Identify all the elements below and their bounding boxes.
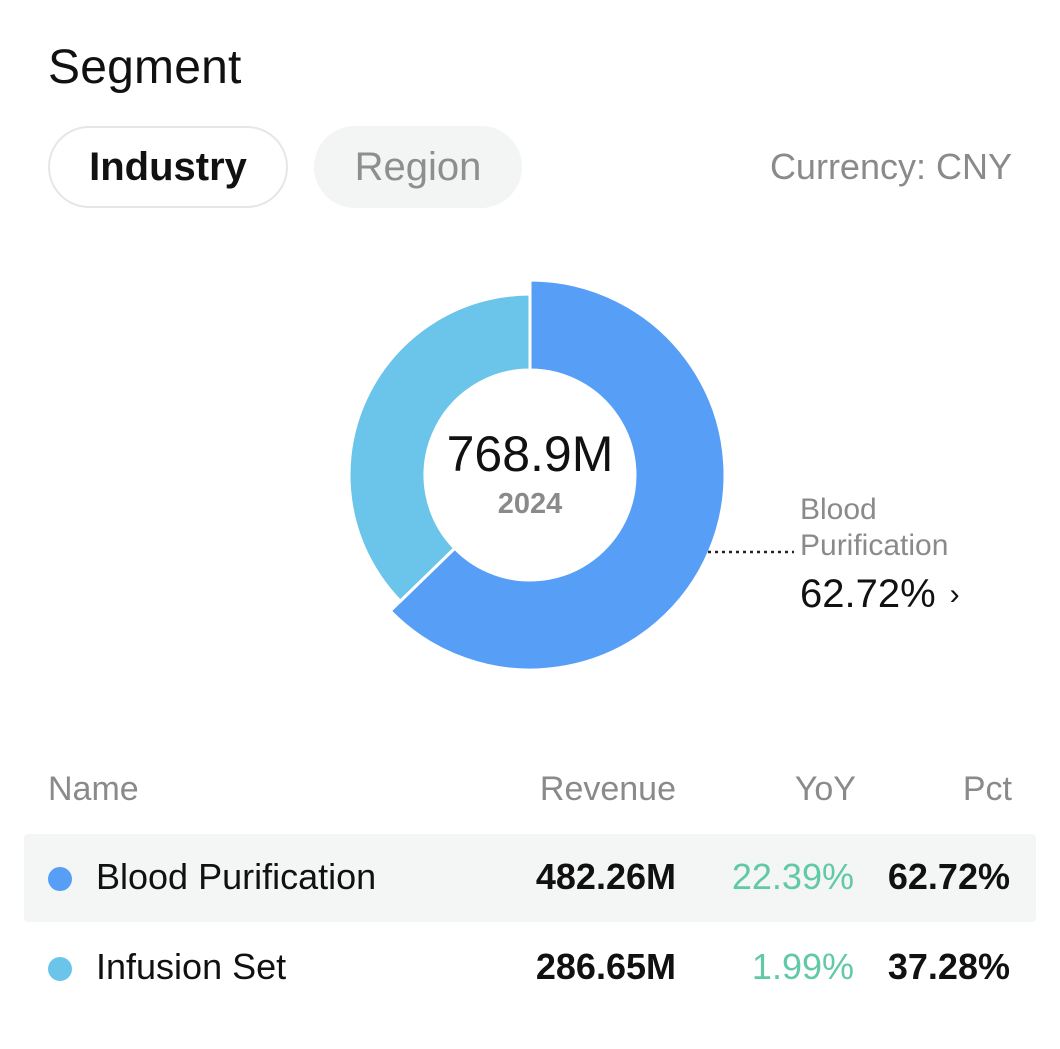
legend-dot-icon [48, 957, 72, 981]
currency-label: Currency: CNY [769, 146, 1012, 187]
donut-slice-blood-purification[interactable] [388, 278, 727, 672]
table-header: Name Revenue YoY Pct [0, 770, 1060, 810]
row-yoy: 1.99% [751, 946, 854, 987]
header-revenue: Revenue [539, 770, 676, 808]
callout-segment-name: Blood Purification [800, 493, 949, 562]
tab-region[interactable]: Region [314, 126, 522, 208]
row-pct: 62.72% [887, 856, 1010, 897]
header-yoy: YoY [794, 770, 856, 808]
row-revenue: 482.26M [535, 856, 676, 897]
table-row[interactable]: Infusion Set 286.65M 1.99% 37.28% [24, 924, 1036, 1012]
callout-percentage: 62.72% › [800, 572, 1000, 617]
row-pct: 37.28% [887, 946, 1010, 987]
segment-tabs: Industry Region [48, 126, 522, 208]
header-pct: Pct [962, 770, 1012, 808]
donut-center-value: 768.9M [446, 426, 614, 482]
page-title: Segment [48, 41, 242, 94]
tab-industry[interactable]: Industry [48, 126, 288, 208]
callout-pct-value: 62.72% [800, 572, 936, 616]
donut-center-year: 2024 [497, 488, 563, 520]
legend-dot-icon [48, 867, 72, 891]
row-name: Infusion Set [96, 946, 287, 987]
segment-donut-chart[interactable] [0, 260, 1060, 700]
row-revenue: 286.65M [535, 946, 676, 987]
donut-slice-infusion-set[interactable] [347, 292, 532, 604]
row-name: Blood Purification [96, 856, 377, 897]
header-name: Name [48, 770, 139, 808]
chevron-right-icon: › [949, 577, 960, 611]
table-row[interactable]: Blood Purification 482.26M 22.39% 62.72% [24, 834, 1036, 922]
row-yoy: 22.39% [731, 856, 854, 897]
donut-callout[interactable]: Blood Purification 62.72% › [800, 492, 1000, 617]
